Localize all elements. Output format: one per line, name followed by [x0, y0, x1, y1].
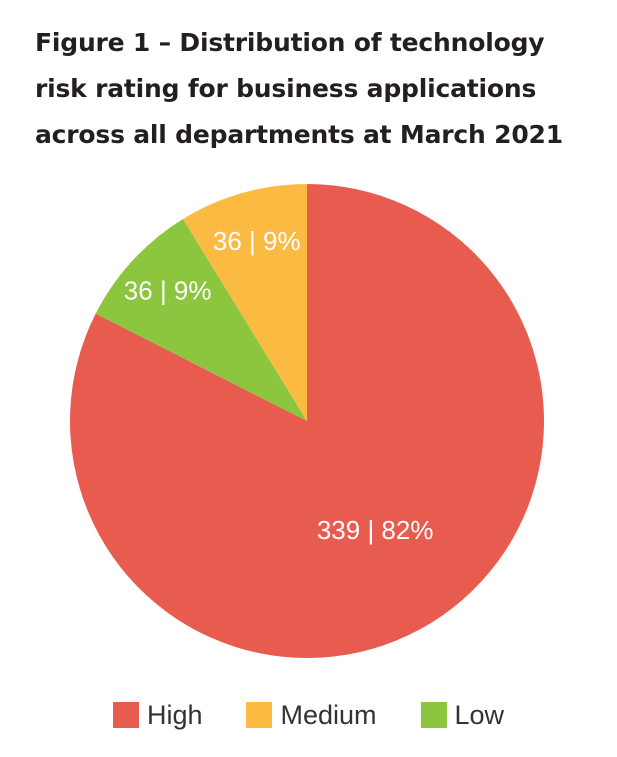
legend-item-high: High [112, 699, 203, 731]
chart-title-line-2: risk rating for business applications [35, 74, 537, 103]
pie-label-low: 36 | 9% [124, 275, 212, 305]
legend-item-medium: Medium [246, 699, 377, 731]
legend-label-low: Low [454, 699, 505, 730]
pie-label-high: 339 | 82% [317, 515, 434, 545]
legend-item-low: Low [420, 699, 505, 731]
chart-title-line-1: Figure 1 – Distribution of technology [35, 28, 545, 57]
legend-label-medium: Medium [280, 699, 377, 730]
pie-label-medium: 36 | 9% [213, 226, 301, 256]
pie-chart: 339 | 82% 36 | 9%36 | 9% [70, 184, 545, 658]
legend-swatch-low [420, 702, 447, 728]
legend-label-high: High [146, 699, 203, 730]
chart-title-line-3: across all departments at March 2021 [35, 120, 563, 149]
pie-slice-low [95, 218, 308, 421]
chart-title: Figure 1 – Distribution of technology ri… [35, 20, 605, 158]
pie-slice-medium [183, 184, 307, 421]
legend-swatch-high [112, 702, 139, 728]
legend-swatch-medium [246, 702, 273, 728]
chart-legend: High Medium Low [0, 697, 617, 733]
